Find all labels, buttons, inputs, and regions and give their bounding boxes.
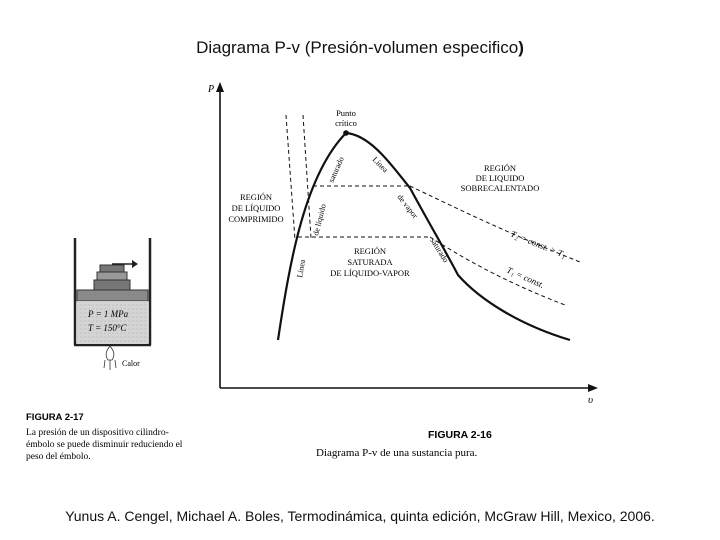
x-axis-arrow bbox=[588, 384, 598, 392]
figure-2-16-label: FIGURA 2-16 bbox=[428, 429, 492, 441]
region-superheated-line-2: DE LIQUIDO bbox=[476, 173, 525, 183]
pv-diagram: P υ Punto crítico REGIÓN DE LÍQUIDO COMP… bbox=[207, 82, 598, 406]
region-saturated-line-3: DE LÍQUIDO-VAPOR bbox=[330, 268, 410, 278]
piston-cylinder-figure: P = 1 MPa T = 150°C Calor bbox=[73, 238, 152, 370]
critical-point-marker bbox=[343, 130, 349, 136]
isotherm-compressed-2 bbox=[302, 114, 312, 239]
figure-2-17-caption-line-1: La presión de un dispositivo cilindro- bbox=[26, 428, 169, 438]
figure-2-17-caption-line-2: émbolo se puede disminuir reduciendo el bbox=[26, 440, 183, 450]
isotherm-compressed-1 bbox=[285, 114, 296, 241]
region-saturated-line-1: REGIÓN bbox=[354, 246, 386, 256]
figure-2-17-label: FIGURA 2-17 bbox=[26, 412, 84, 423]
y-axis-label: P bbox=[207, 84, 214, 95]
heat-label: Calor bbox=[122, 359, 140, 368]
x-axis-label: υ bbox=[588, 394, 593, 406]
vapor-line-label-2: de vapor bbox=[395, 193, 419, 221]
temperature-label: T = 150°C bbox=[88, 323, 128, 333]
piston bbox=[76, 289, 149, 302]
liquid-line-label-1: Línea bbox=[295, 258, 307, 278]
y-axis-arrow bbox=[216, 82, 224, 92]
figure-2-17-caption-line-3: peso del émbolo. bbox=[26, 452, 91, 462]
cylinder-water bbox=[77, 301, 148, 344]
region-compressed-line-1: REGIÓN bbox=[240, 192, 272, 202]
isotherm-t1 bbox=[429, 236, 566, 306]
region-compressed-line-3: COMPRIMIDO bbox=[228, 214, 283, 224]
citation: Yunus A. Cengel, Michael A. Boles, Termo… bbox=[65, 508, 655, 524]
region-superheated-line-1: REGIÓN bbox=[484, 163, 516, 173]
isotherm-t2-label: T₂ = const. > T₁ bbox=[509, 229, 567, 260]
critical-point-label-2: crítico bbox=[335, 118, 357, 128]
critical-point-label-1: Punto bbox=[336, 108, 356, 118]
vapor-line-label-1: Línea bbox=[371, 155, 391, 175]
slide-title-text: Diagrama P-v (Presión-volumen especifico bbox=[196, 38, 519, 57]
region-superheated-line-3: SOBRECALENTADO bbox=[461, 183, 540, 193]
slide-title-paren: ) bbox=[518, 38, 524, 57]
flame-icon bbox=[103, 345, 117, 370]
slide-title: Diagrama P-v (Presión-volumen especifico… bbox=[0, 38, 720, 58]
region-compressed-line-2: DE LÍQUIDO bbox=[232, 203, 281, 213]
isotherm-t1-label: T₁ = const. bbox=[505, 265, 546, 290]
weights-stack bbox=[93, 260, 138, 291]
saturation-dome bbox=[276, 131, 571, 342]
figure-2-16-caption: Diagrama P-v de una sustancia pura. bbox=[316, 447, 478, 459]
vapor-line-label-3: saturado bbox=[428, 236, 450, 264]
pressure-label: P = 1 MPa bbox=[87, 309, 129, 319]
region-saturated-line-2: SATURADA bbox=[347, 257, 393, 267]
liquid-line-label-3: saturado bbox=[327, 155, 346, 183]
liquid-line-label-2: de líquido bbox=[311, 203, 328, 236]
isotherm-t2 bbox=[409, 185, 581, 263]
